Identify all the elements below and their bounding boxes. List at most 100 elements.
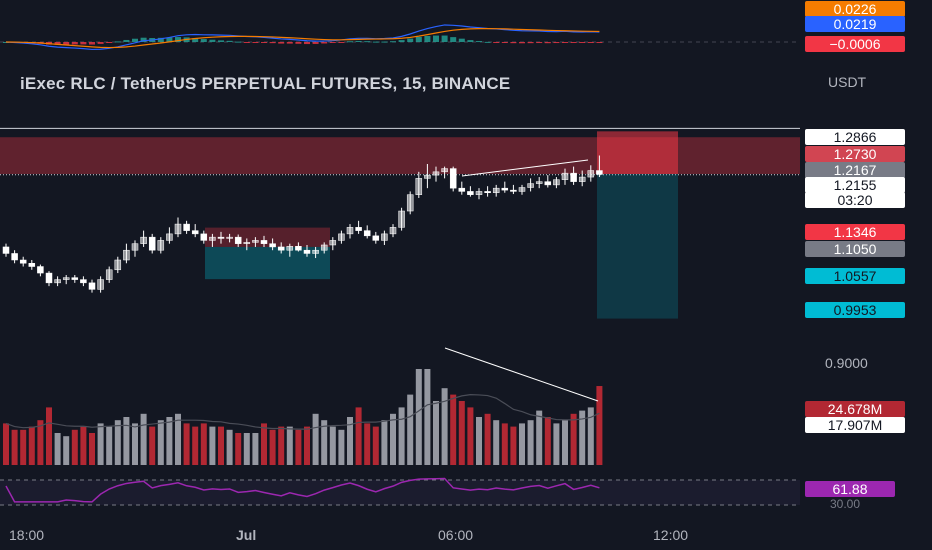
macd-histogram-bar <box>287 42 293 44</box>
zone-red-tag: 1.1346 <box>805 224 905 240</box>
candle-body <box>123 250 129 260</box>
candle-body <box>519 188 525 192</box>
candle-body <box>278 247 284 250</box>
candle-body <box>201 234 207 241</box>
macd-histogram-bar <box>304 42 310 44</box>
volume-bar <box>175 414 181 465</box>
volume-bar <box>485 414 491 465</box>
candle-body <box>588 171 594 178</box>
volume-bar <box>166 417 172 465</box>
volume-bar <box>467 407 473 465</box>
macd-histogram-bar <box>399 40 405 42</box>
candle-body <box>545 182 551 185</box>
volume-bar <box>270 430 276 465</box>
candle-body <box>364 231 370 236</box>
volume-bar <box>528 420 534 465</box>
volume-bar <box>12 430 18 465</box>
volume-bar <box>330 427 336 465</box>
candle-body <box>244 242 250 243</box>
candle-body <box>29 263 35 266</box>
macd-histogram-bar <box>519 42 525 43</box>
volume-bar <box>227 430 233 465</box>
resistance-zone <box>0 137 800 174</box>
position-target-zone <box>597 174 678 319</box>
chart-title: iExec RLC / TetherUS PERPETUAL FUTURES, … <box>20 74 510 94</box>
macd-histogram-bar <box>261 42 267 43</box>
candle-body <box>467 191 473 194</box>
candle-body <box>287 246 293 250</box>
candle-body <box>115 260 121 270</box>
volume-bar <box>192 427 198 465</box>
volume-bar <box>450 395 456 465</box>
macd-histogram-bar <box>467 40 473 42</box>
volume-bar <box>399 407 405 465</box>
volume-bar <box>46 407 52 465</box>
macd-histogram-bar <box>72 42 78 44</box>
candle-body <box>252 240 258 242</box>
candle-body <box>459 188 465 191</box>
volume-bar <box>209 427 215 465</box>
candle-body <box>304 250 310 253</box>
candle-body <box>166 234 172 241</box>
volume-bar <box>407 395 413 465</box>
macd-histogram-bar <box>347 41 353 42</box>
macd-histogram-bar <box>596 42 602 43</box>
macd-histogram-bar <box>63 42 69 45</box>
macd-histogram-bar <box>209 40 215 42</box>
candle-body <box>12 253 18 260</box>
macd-histogram-bar <box>485 42 491 43</box>
volume-bar <box>149 427 155 465</box>
macd-histogram-bar <box>545 42 551 43</box>
entry-price-tag: 1.2167 <box>805 162 905 178</box>
candle-body <box>46 273 52 283</box>
macd-histogram-bar <box>115 41 121 42</box>
range-box-lower <box>205 247 330 279</box>
candle-body <box>3 247 9 254</box>
volume-bar <box>295 430 301 465</box>
volume-bar <box>55 433 61 465</box>
candle-body <box>399 211 405 227</box>
volume-pane <box>3 348 602 465</box>
candle-body <box>347 227 353 234</box>
volume-bar <box>364 423 370 465</box>
time-axis-label-18h: 18:00 <box>9 527 44 543</box>
volume-bar <box>502 423 508 465</box>
macd-histogram-bar <box>244 42 250 43</box>
candle-body <box>562 173 568 180</box>
candle-body <box>485 191 491 192</box>
volume-bar <box>287 427 293 465</box>
volume-bar <box>416 369 422 465</box>
volume-bar <box>89 433 95 465</box>
candle-body <box>528 184 534 188</box>
candle-body <box>149 237 155 250</box>
candle-body <box>424 175 430 178</box>
candle-body <box>433 172 439 175</box>
macd-histogram-bar <box>132 39 138 42</box>
macd-histogram-bar <box>278 42 284 44</box>
volume-bar <box>442 388 448 465</box>
macd-histogram-bar <box>433 36 439 42</box>
candle-body <box>553 180 559 185</box>
macd-histogram-bar <box>201 39 207 42</box>
macd-histogram-bar <box>235 42 241 43</box>
candle-body <box>235 237 241 244</box>
candle-body <box>313 250 319 253</box>
candle-body <box>261 240 267 243</box>
candle-body <box>158 240 164 250</box>
macd-hist-tag: −0.0006 <box>805 36 905 52</box>
macd-histogram-bar <box>528 42 534 43</box>
macd-histogram-bar <box>321 42 327 43</box>
candle-body <box>407 195 413 211</box>
target-2-tag: 0.9953 <box>805 302 905 318</box>
macd-histogram-bar <box>338 42 344 43</box>
volume-bar <box>433 401 439 465</box>
macd-histogram-bar <box>571 42 577 43</box>
candle-body <box>381 234 387 241</box>
volume-ma-tag: 17.907M <box>805 417 905 433</box>
candle-body <box>476 191 482 194</box>
volume-bar <box>20 430 26 465</box>
macd-histogram-bar <box>106 42 112 43</box>
volume-bar <box>261 423 267 465</box>
macd-histogram-bar <box>373 42 379 43</box>
volume-ma-line <box>6 395 599 430</box>
